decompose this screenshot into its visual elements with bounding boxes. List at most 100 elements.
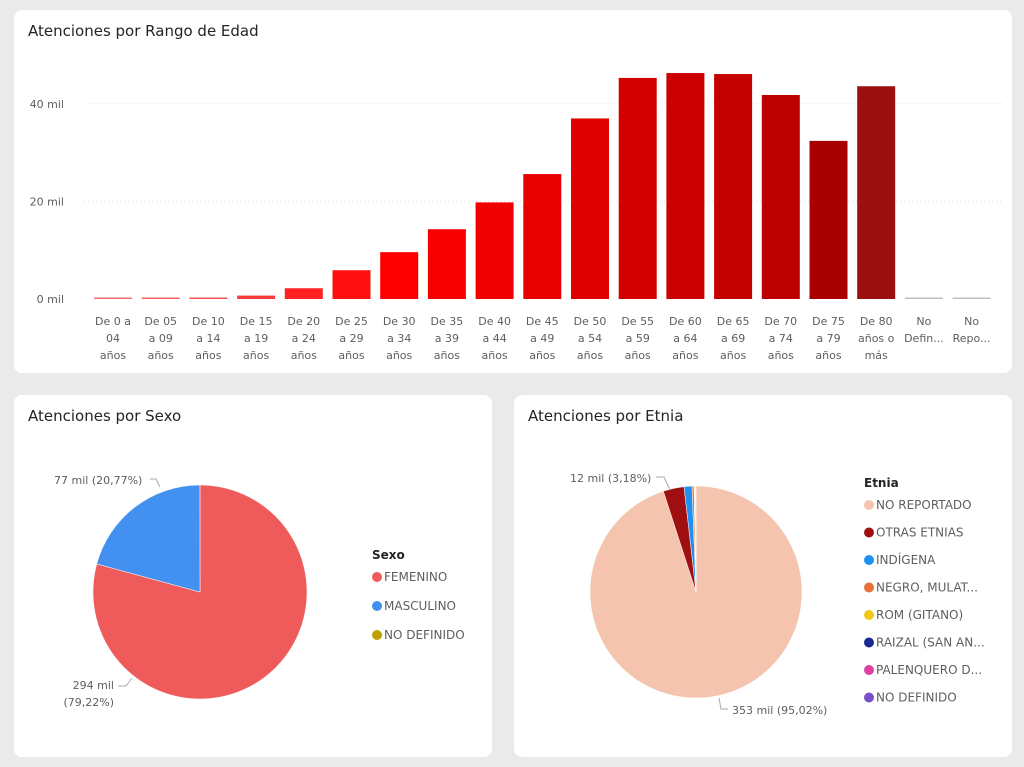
x-tick-label: años xyxy=(625,349,651,362)
x-tick-label: a 59 xyxy=(626,332,650,345)
x-tick-label: a 34 xyxy=(387,332,411,345)
age-chart-title: Atenciones por Rango de Edad xyxy=(28,22,259,40)
x-tick-label: No xyxy=(964,315,979,328)
x-tick-label: De 10 xyxy=(192,315,225,328)
x-tick-label: De 70 xyxy=(764,315,797,328)
legend-marker xyxy=(864,637,874,648)
x-tick-label: a 74 xyxy=(769,332,793,345)
data-label: 77 mil (20,77%) xyxy=(54,474,142,487)
bar xyxy=(523,174,562,299)
x-tick-label: a 14 xyxy=(196,332,220,345)
pie-slice xyxy=(96,484,201,593)
x-tick-label: años xyxy=(434,349,460,362)
bar xyxy=(857,86,896,300)
legend-marker xyxy=(864,610,874,620)
x-tick-label: De 75 xyxy=(812,315,845,328)
sex-pie-chart: Sexo FEMENINO MASCULINO NO DEFINIDO 294 mil (… xyxy=(54,474,465,709)
x-tick-label: años xyxy=(338,349,364,362)
x-tick-label: años xyxy=(672,349,698,362)
x-tick-label: a 54 xyxy=(578,332,602,345)
ethnicity-pie-chart: Etnia NO REPORTADO OTRAS ETNIAS INDÍGENA NEG… xyxy=(570,472,985,717)
legend-item: FEMENINO xyxy=(384,570,447,584)
bar xyxy=(284,288,323,299)
x-tick-label: años xyxy=(148,349,174,362)
legend-marker xyxy=(864,527,874,538)
x-tick-label: De 60 xyxy=(669,315,702,328)
bar xyxy=(666,73,705,299)
x-tick-label: años xyxy=(386,349,412,362)
legend-title: Sexo xyxy=(372,548,405,562)
y-tick-label: 40 mil xyxy=(30,98,64,111)
x-tick-label: Repo... xyxy=(953,332,991,345)
bar xyxy=(94,297,132,299)
bar xyxy=(332,270,371,299)
legend-item: NEGRO, MULAT... xyxy=(876,581,978,595)
bar xyxy=(571,118,609,299)
bar xyxy=(714,74,753,299)
ethnicity-chart-title: Atenciones por Etnia xyxy=(528,407,684,425)
x-tick-label: 04 xyxy=(106,332,120,345)
x-tick-label: a 69 xyxy=(721,332,745,345)
x-tick-label: De 0 a xyxy=(95,315,131,328)
bar xyxy=(380,252,419,299)
bar xyxy=(618,77,657,299)
x-tick-label: años o xyxy=(858,332,895,345)
x-tick-label: años xyxy=(577,349,603,362)
x-tick-label: años xyxy=(195,349,221,362)
data-label: (79,22%) xyxy=(63,696,114,709)
x-tick-label: años xyxy=(815,349,841,362)
x-tick-label: De 05 xyxy=(144,315,177,328)
bar xyxy=(237,295,276,299)
x-tick-label: De 30 xyxy=(383,315,416,328)
data-label: 12 mil (3,18%) xyxy=(570,472,651,485)
legend-item: MASCULINO xyxy=(384,599,456,613)
x-tick-label: a 29 xyxy=(339,332,363,345)
x-tick-label: De 45 xyxy=(526,315,559,328)
bar xyxy=(475,202,514,299)
legend-item: ROM (GITANO) xyxy=(876,608,963,622)
y-tick-label: 0 mil xyxy=(37,293,64,306)
data-label: 294 mil xyxy=(73,679,114,692)
x-tick-label: años xyxy=(720,349,746,362)
x-tick-label: a 49 xyxy=(530,332,554,345)
age-chart-panel: Atenciones por Rango de Edad 0 mil 20 mil… xyxy=(14,10,1012,373)
x-tick-label: De 20 xyxy=(287,315,320,328)
x-tick-label: De 65 xyxy=(717,315,750,328)
leader-line xyxy=(656,476,671,491)
x-tick-label: a 24 xyxy=(292,332,316,345)
sex-chart-panel: Atenciones por Sexo Sexo FEMENINO MASCULIN… xyxy=(14,395,492,757)
legend-marker xyxy=(372,601,382,611)
leader-line xyxy=(150,478,161,488)
x-tick-label: años xyxy=(529,349,555,362)
x-tick-label: De 80 xyxy=(860,315,893,328)
x-tick-label: De 35 xyxy=(431,315,464,328)
legend-marker xyxy=(372,572,382,582)
bar xyxy=(427,229,466,299)
x-tick-label: años xyxy=(482,349,508,362)
x-tick-label: años xyxy=(768,349,794,362)
leader-line xyxy=(718,697,728,710)
legend-marker xyxy=(864,555,874,565)
x-tick-label: De 25 xyxy=(335,315,368,328)
bar xyxy=(141,297,180,299)
sex-chart-title: Atenciones por Sexo xyxy=(28,407,182,425)
bar xyxy=(809,140,848,299)
legend-item: RAIZAL (SAN AN... xyxy=(876,636,985,650)
x-tick-label: más xyxy=(865,349,888,362)
ethnicity-chart-panel: Atenciones por Etnia Etnia NO REPORTADO OT… xyxy=(514,395,1012,757)
age-bar-chart: 0 mil 20 mil 40 mil De 0 a 04 años De 05 a 09 añ… xyxy=(30,73,1004,362)
x-tick-label: a 19 xyxy=(244,332,268,345)
x-tick-label: Defin... xyxy=(904,332,944,345)
x-tick-label: No xyxy=(916,315,931,328)
legend-marker xyxy=(864,500,874,510)
legend-marker xyxy=(864,582,874,593)
bar xyxy=(952,297,991,299)
x-tick-label: a 39 xyxy=(435,332,459,345)
x-tick-label: a 44 xyxy=(482,332,506,345)
legend-item: OTRAS ETNIAS xyxy=(876,526,964,540)
x-tick-label: a 79 xyxy=(816,332,840,345)
legend-item: NO REPORTADO xyxy=(876,498,972,512)
bar xyxy=(904,297,943,299)
legend-item: NO DEFINIDO xyxy=(384,628,465,642)
x-tick-label: De 40 xyxy=(478,315,511,328)
